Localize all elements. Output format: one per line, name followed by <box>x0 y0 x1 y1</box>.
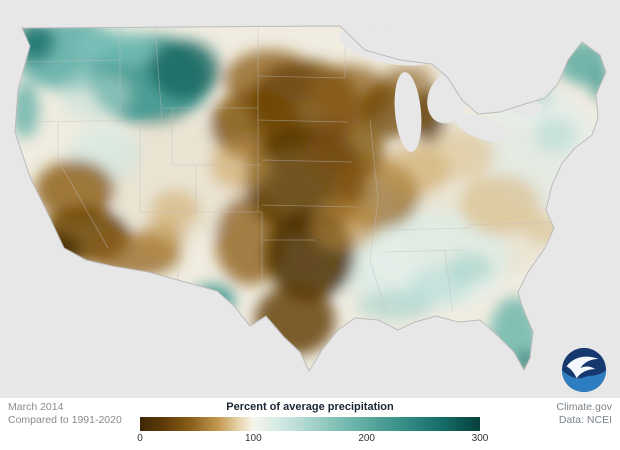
great-lakes <box>338 26 543 152</box>
source-data-ncei: Data: NCEI <box>558 414 612 426</box>
date-block: March 2014 Compared to 1991-2020 <box>8 401 122 427</box>
us-land <box>15 26 606 371</box>
precip-anomaly-field <box>15 26 606 371</box>
map-date: March 2014 <box>8 401 64 413</box>
noaa-logo-icon <box>561 347 607 393</box>
us-outline <box>14 25 607 373</box>
source-block: Climate.gov Data: NCEI <box>557 401 612 427</box>
state-boundaries <box>15 27 557 311</box>
colorbar-ticks: 0 100 200 300 <box>137 433 488 447</box>
figure-footer: March 2014 Compared to 1991-2020 Percent… <box>0 398 620 450</box>
legend-title: Percent of average precipitation <box>226 401 394 413</box>
tick-label-0: 0 <box>137 433 143 444</box>
us-precipitation-map <box>14 25 607 373</box>
colorbar <box>140 417 480 431</box>
map-area <box>0 0 620 400</box>
colorbar-legend: Percent of average precipitation 0 100 2… <box>137 398 488 450</box>
tick-label-200: 200 <box>358 433 375 444</box>
source-climate-gov: Climate.gov <box>556 401 612 413</box>
map-baseline: Compared to 1991-2020 <box>8 414 122 426</box>
tick-label-300: 300 <box>471 433 489 444</box>
tick-label-100: 100 <box>244 433 262 444</box>
